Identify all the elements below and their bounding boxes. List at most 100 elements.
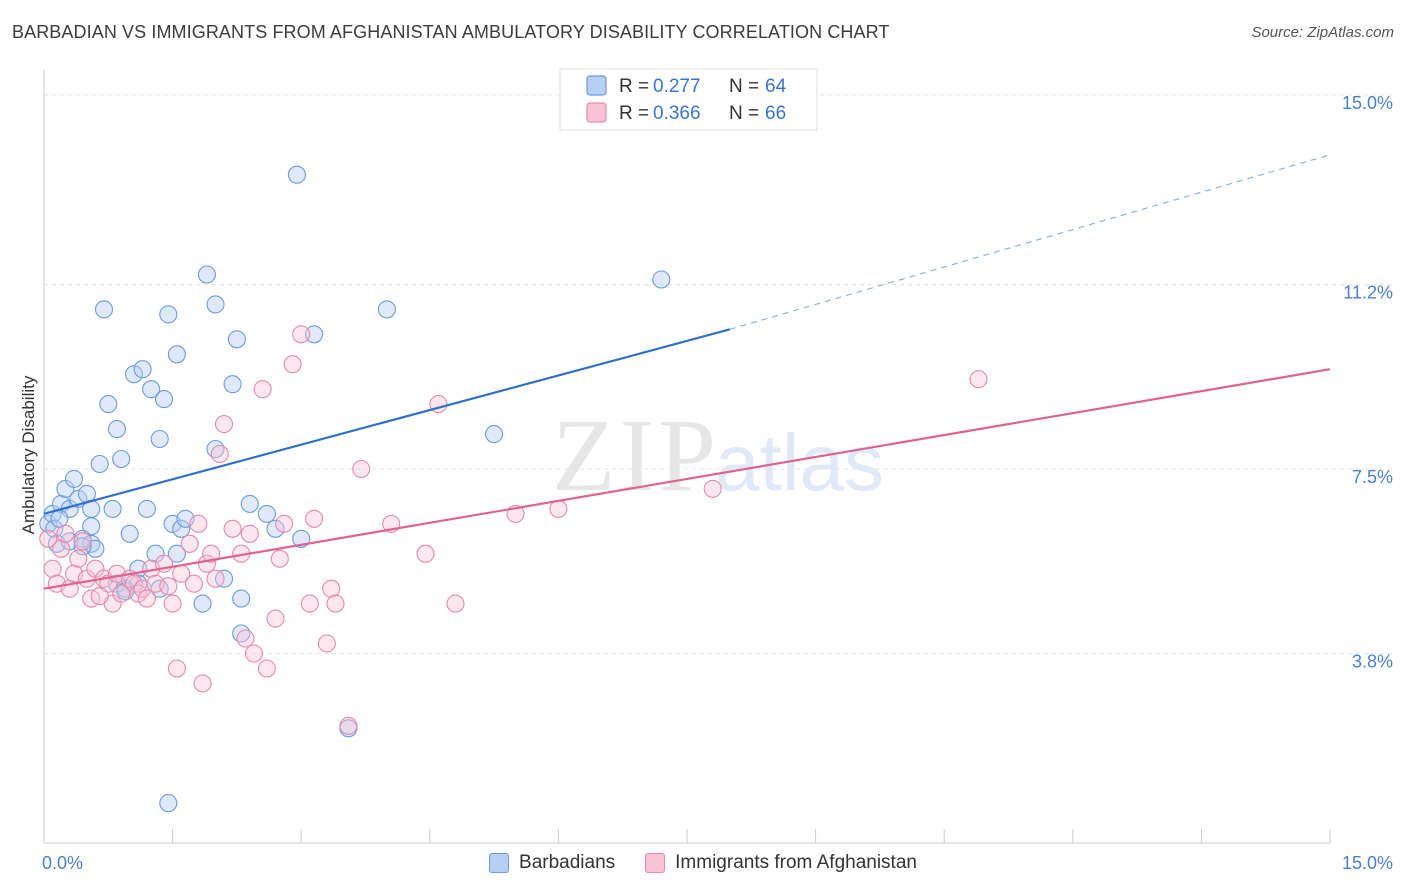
point-barbadians <box>227 330 246 349</box>
point-afghanistan <box>322 579 341 598</box>
point-barbadians <box>652 270 671 289</box>
y-axis-label: Ambulatory Disability <box>19 375 38 534</box>
point-barbadians <box>159 305 178 324</box>
point-barbadians <box>377 300 396 319</box>
chart-title: BARBADIAN VS IMMIGRANTS FROM AFGHANISTAN… <box>12 22 890 42</box>
point-afghanistan <box>270 549 289 568</box>
point-afghanistan <box>969 370 988 389</box>
point-barbadians <box>103 499 122 518</box>
legend-swatch-bottom-barbadians <box>489 853 510 873</box>
legend-item-barbadians: Barbadians <box>489 852 615 874</box>
legend-item-afghanistan: Immigrants from Afghanistan <box>645 852 917 874</box>
point-barbadians <box>266 519 285 538</box>
legend-r-value-barbadians: 0.277 <box>653 76 701 97</box>
point-afghanistan <box>257 659 276 678</box>
point-afghanistan <box>52 539 71 558</box>
point-barbadians <box>197 265 216 284</box>
grid-lines <box>44 94 1393 654</box>
point-afghanistan <box>193 674 212 693</box>
top-legend: R = 0.277 N = 64 R = 0.366 N = 66 <box>559 68 818 131</box>
point-barbadians <box>172 519 191 538</box>
y-tick-label: 7.5% <box>1352 467 1393 487</box>
legend-r-label-afghanistan: R = <box>619 103 649 124</box>
point-barbadians <box>150 429 169 449</box>
point-afghanistan <box>305 509 324 528</box>
point-barbadians <box>142 380 161 399</box>
point-barbadians <box>206 295 225 314</box>
point-afghanistan <box>244 644 264 663</box>
point-afghanistan <box>275 514 294 533</box>
point-barbadians <box>133 360 152 379</box>
point-afghanistan <box>39 529 58 548</box>
point-barbadians <box>120 524 139 543</box>
y-tick-label: 15.0% <box>1342 93 1393 113</box>
point-barbadians <box>94 300 114 319</box>
trend-line-barbadians-extension <box>729 154 1331 330</box>
bottom-legend: Barbadians Immigrants from Afghanistan <box>0 852 1406 874</box>
point-barbadians <box>223 375 242 394</box>
point-afghanistan <box>189 514 208 533</box>
source-credit: Source: ZipAtlas.com <box>1251 24 1394 41</box>
legend-n-label-barbadians: N = <box>729 76 759 97</box>
legend-n-value-barbadians: 64 <box>765 76 787 97</box>
point-afghanistan <box>253 380 272 399</box>
point-barbadians <box>287 165 306 184</box>
point-afghanistan <box>214 415 234 434</box>
point-barbadians <box>167 544 186 563</box>
point-barbadians <box>64 469 84 488</box>
legend-swatch-afghanistan <box>586 102 607 123</box>
point-barbadians <box>137 499 156 518</box>
point-barbadians <box>107 420 126 439</box>
x-tick-min: 0.0% <box>42 853 83 873</box>
legend-r-label-barbadians: R = <box>619 76 649 97</box>
point-barbadians <box>232 589 251 608</box>
point-afghanistan <box>137 589 156 608</box>
point-afghanistan <box>703 479 722 498</box>
point-afghanistan <box>339 716 358 735</box>
point-barbadians <box>124 365 144 384</box>
point-afghanistan <box>124 574 144 593</box>
axes <box>43 70 1331 844</box>
point-afghanistan <box>180 534 199 553</box>
legend-n-value-afghanistan: 66 <box>765 103 786 124</box>
legend-swatch-barbadians <box>586 75 607 96</box>
point-afghanistan <box>210 444 229 464</box>
point-afghanistan <box>352 459 371 479</box>
legend-n-label-afghanistan: N = <box>729 103 759 124</box>
point-barbadians <box>167 345 186 364</box>
point-afghanistan <box>73 532 92 551</box>
watermark-atlas: atlas <box>715 418 884 507</box>
point-barbadians <box>82 517 101 536</box>
data-points <box>39 165 988 813</box>
point-afghanistan <box>240 524 259 543</box>
point-barbadians <box>154 390 174 409</box>
point-afghanistan <box>69 549 88 568</box>
point-afghanistan <box>283 355 302 374</box>
point-afghanistan <box>206 569 225 588</box>
point-afghanistan <box>300 594 319 613</box>
point-barbadians <box>159 794 178 813</box>
point-barbadians <box>112 449 131 469</box>
y-tick-label: 3.8% <box>1352 651 1393 671</box>
point-afghanistan <box>167 659 186 678</box>
point-afghanistan <box>43 559 62 578</box>
legend-swatch-bottom-afghanistan <box>645 853 666 873</box>
point-barbadians <box>90 454 109 474</box>
point-barbadians <box>305 325 324 344</box>
watermark-zip: ZIP <box>552 398 720 513</box>
point-barbadians <box>50 509 69 528</box>
point-afghanistan <box>90 587 109 606</box>
point-afghanistan <box>159 577 178 596</box>
trend-line-barbadians <box>43 328 731 515</box>
point-afghanistan <box>416 544 435 563</box>
point-afghanistan <box>202 544 221 563</box>
y-tick-label: 11.2% <box>1343 282 1393 302</box>
point-afghanistan <box>266 609 285 628</box>
legend-label-barbadians: Barbadians <box>519 852 616 873</box>
legend-r-value-afghanistan: 0.366 <box>653 103 701 124</box>
point-afghanistan <box>56 524 75 543</box>
point-afghanistan <box>292 325 311 344</box>
point-afghanistan <box>223 519 242 538</box>
point-barbadians <box>485 425 504 444</box>
